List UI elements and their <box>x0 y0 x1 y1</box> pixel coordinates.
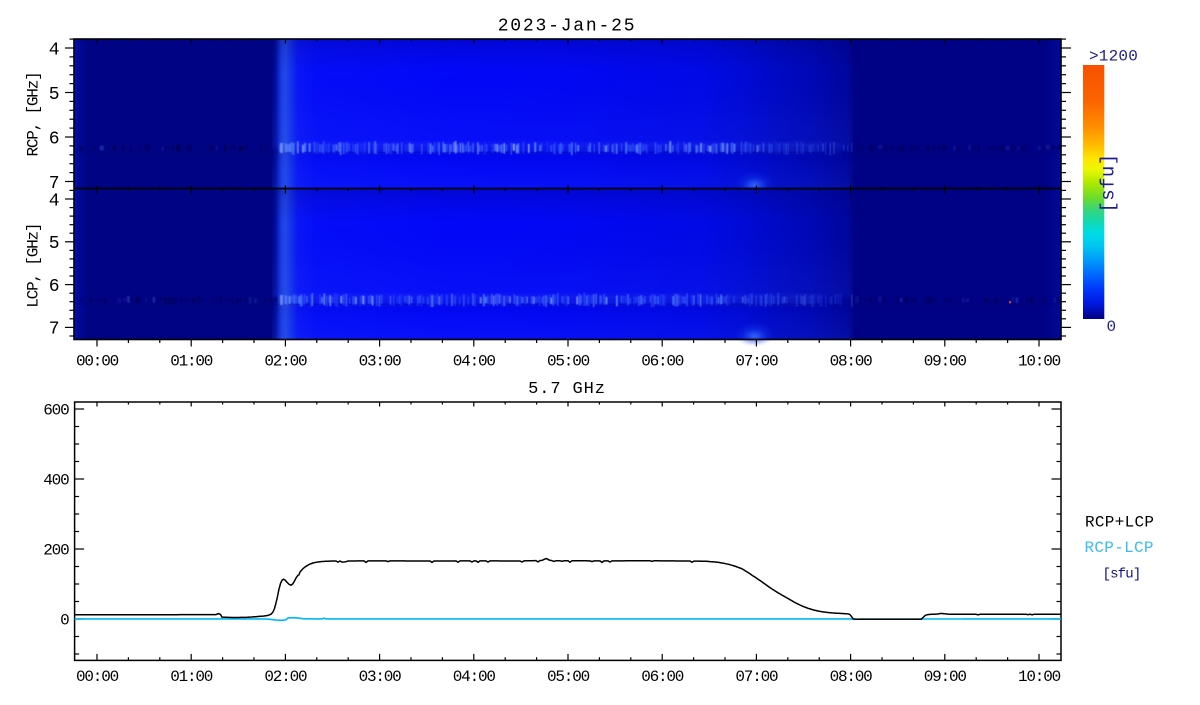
svg-text:04:00: 04:00 <box>453 668 496 686</box>
svg-text:07:00: 07:00 <box>735 668 778 686</box>
svg-text:7: 7 <box>49 174 60 194</box>
svg-text:6: 6 <box>49 129 60 149</box>
svg-text:06:00: 06:00 <box>641 668 684 686</box>
svg-text:[sfu]: [sfu] <box>1098 153 1120 212</box>
svg-text:5.7 GHz: 5.7 GHz <box>528 380 606 399</box>
svg-text:RCP, [GHz]: RCP, [GHz] <box>25 72 43 156</box>
svg-text:05:00: 05:00 <box>547 668 590 686</box>
svg-text:6: 6 <box>49 277 60 297</box>
svg-text:02:00: 02:00 <box>264 668 307 686</box>
svg-text:00:00: 00:00 <box>76 353 119 371</box>
svg-text:00:00: 00:00 <box>76 668 119 686</box>
svg-text:4: 4 <box>49 191 60 211</box>
svg-text:03:00: 03:00 <box>359 353 402 371</box>
svg-text:01:00: 01:00 <box>170 353 213 371</box>
svg-text:09:00: 09:00 <box>924 668 967 686</box>
svg-text:RCP+LCP: RCP+LCP <box>1085 514 1154 532</box>
svg-text:09:00: 09:00 <box>924 353 967 371</box>
svg-text:06:00: 06:00 <box>641 353 684 371</box>
svg-text:01:00: 01:00 <box>170 668 213 686</box>
svg-text:05:00: 05:00 <box>547 353 590 371</box>
svg-text:400: 400 <box>43 472 69 490</box>
svg-text:0: 0 <box>1107 318 1117 336</box>
svg-text:5: 5 <box>49 234 60 254</box>
svg-text:2023-Jan-25: 2023-Jan-25 <box>498 17 637 37</box>
svg-text:03:00: 03:00 <box>359 668 402 686</box>
svg-text:[sfu]: [sfu] <box>1102 567 1140 583</box>
svg-text:RCP-LCP: RCP-LCP <box>1085 539 1154 557</box>
svg-text:08:00: 08:00 <box>830 668 873 686</box>
svg-text:4: 4 <box>49 40 60 60</box>
svg-text:>1200: >1200 <box>1089 48 1138 66</box>
svg-text:04:00: 04:00 <box>453 353 496 371</box>
svg-text:08:00: 08:00 <box>830 353 873 371</box>
svg-text:10:00: 10:00 <box>1018 668 1061 686</box>
svg-text:200: 200 <box>43 542 69 560</box>
svg-text:0: 0 <box>60 612 69 630</box>
svg-text:600: 600 <box>43 402 69 420</box>
svg-text:LCP, [GHz]: LCP, [GHz] <box>25 224 43 308</box>
svg-text:5: 5 <box>49 85 60 105</box>
svg-text:02:00: 02:00 <box>264 353 307 371</box>
svg-text:10:00: 10:00 <box>1018 353 1061 371</box>
svg-text:07:00: 07:00 <box>735 353 778 371</box>
svg-text:7: 7 <box>49 320 60 340</box>
